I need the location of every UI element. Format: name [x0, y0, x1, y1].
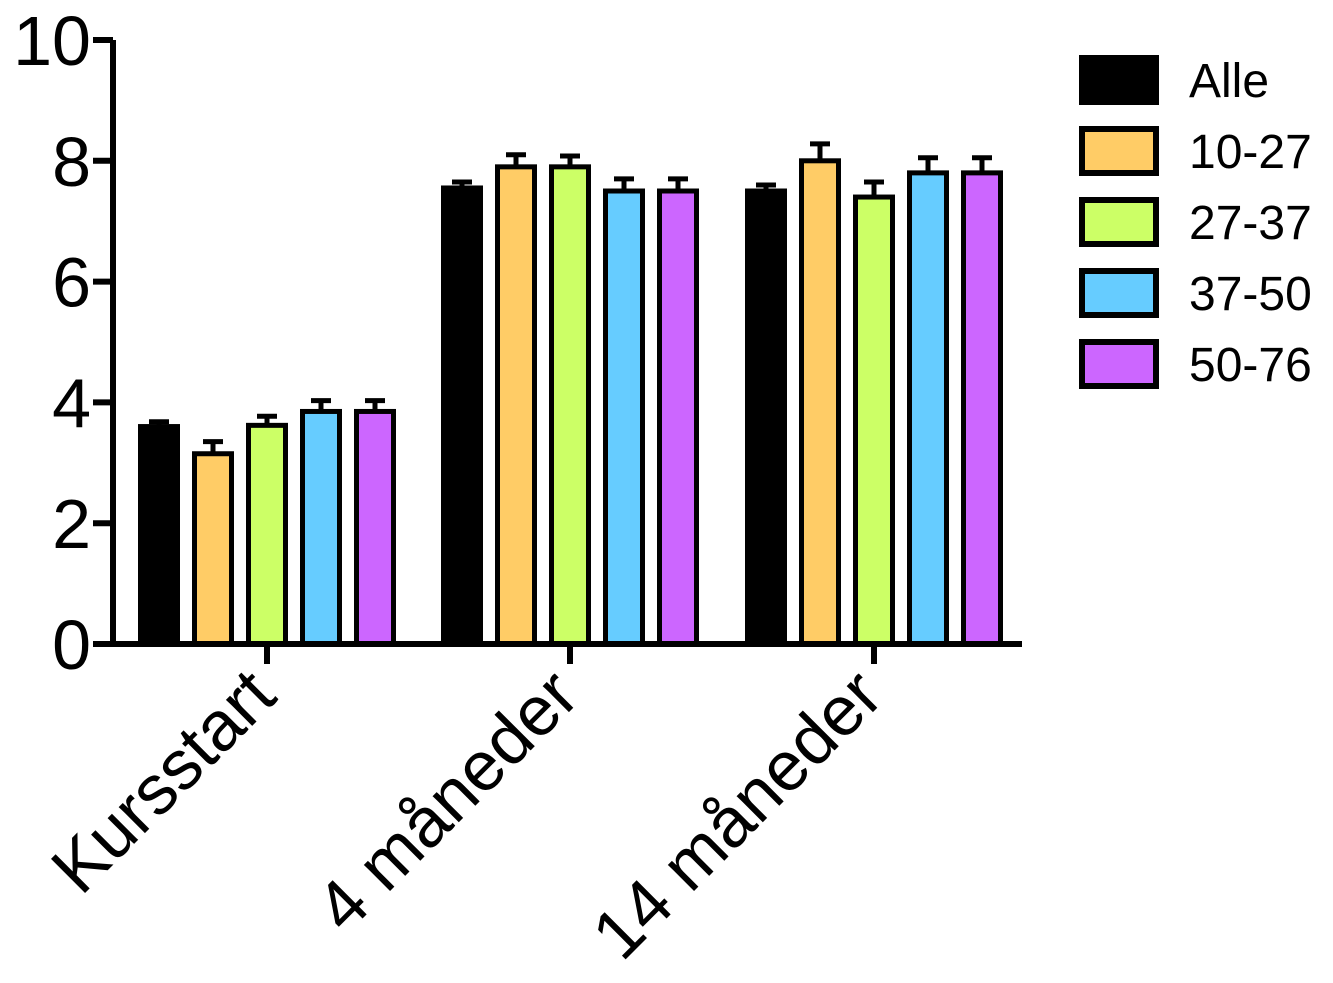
bar-27-37-4 måneder	[549, 164, 591, 647]
bar-37-50-4 måneder	[603, 188, 645, 647]
y-tick-label-10: 10	[13, 2, 91, 80]
error-bar-10-27-Kursstart	[203, 439, 223, 454]
legend-label-Alle: Alle	[1189, 55, 1269, 108]
y-tick-label-0: 0	[52, 606, 91, 684]
error-bar-37-50-Kursstart	[311, 398, 331, 412]
legend-swatch-37-50	[1079, 268, 1159, 318]
error-bar-27-37-Kursstart	[257, 413, 277, 426]
bars-layer	[138, 158, 1003, 647]
error-bar-27-37-4 måneder	[560, 153, 580, 167]
error-bar-Alle-14 måneder	[756, 182, 776, 191]
bar-50-76-14 måneder	[961, 170, 1003, 647]
legend-swatch-50-76	[1079, 339, 1159, 389]
y-tick-label-8: 8	[52, 123, 91, 201]
error-bar-50-76-4 måneder	[668, 176, 688, 191]
legend-swatch-Alle	[1079, 55, 1159, 105]
bar-50-76-4 måneder	[657, 188, 699, 647]
y-tick-label-6: 6	[52, 244, 91, 322]
x-tick-label-14 måneder: 14 måneder	[577, 654, 896, 973]
legend-swatch-10-27	[1079, 126, 1159, 176]
error-bar-Alle-4 måneder	[452, 179, 472, 188]
x-tick-label-Kursstart: Kursstart	[36, 654, 289, 907]
bar-10-27-Kursstart	[192, 451, 234, 647]
y-tick-label-4: 4	[52, 364, 91, 442]
legend-label-37-50: 37-50	[1189, 268, 1312, 321]
bar-27-37-Kursstart	[246, 422, 288, 647]
error-bar-Alle-Kursstart	[149, 419, 169, 427]
bar-10-27-4 måneder	[495, 164, 537, 647]
legend-item-37-50: 37-50	[1079, 268, 1312, 321]
bar-10-27-14 måneder	[799, 158, 841, 647]
error-bar-37-50-14 måneder	[918, 155, 938, 173]
error-bar-50-76-14 måneder	[972, 155, 992, 173]
legend-swatch-27-37	[1079, 197, 1159, 247]
bar-37-50-Kursstart	[300, 408, 342, 647]
error-bar-37-50-4 måneder	[614, 176, 634, 191]
bar-Alle-Kursstart	[138, 424, 180, 647]
bar-50-76-Kursstart	[354, 408, 396, 647]
legend-item-27-37: 27-37	[1079, 197, 1312, 250]
error-bar-10-27-4 måneder	[506, 152, 526, 167]
legend-item-50-76: 50-76	[1079, 339, 1312, 392]
y-tick-label-2: 2	[52, 485, 91, 563]
axes-layer	[93, 40, 1022, 647]
y-ticks-layer: 0 2 4 6 8 10	[13, 2, 877, 684]
bar-Alle-4 måneder	[441, 185, 483, 647]
legend-item-10-27: 10-27	[1079, 126, 1312, 179]
legend: Alle 10-27 27-37 37-50 50-76	[1079, 55, 1312, 392]
legend-label-50-76: 50-76	[1189, 339, 1312, 392]
error-bars-layer	[149, 141, 992, 454]
legend-item-Alle: Alle	[1079, 55, 1269, 108]
bar-27-37-14 måneder	[853, 194, 895, 647]
error-bar-27-37-14 måneder	[864, 179, 884, 198]
legend-label-27-37: 27-37	[1189, 197, 1312, 250]
x-tick-label-4 måneder: 4 måneder	[301, 654, 593, 946]
error-bar-10-27-14 måneder	[810, 141, 830, 161]
bar-37-50-14 måneder	[907, 170, 949, 647]
bar-Alle-14 måneder	[745, 188, 787, 647]
error-bar-50-76-Kursstart	[365, 398, 385, 412]
legend-label-10-27: 10-27	[1189, 126, 1312, 179]
